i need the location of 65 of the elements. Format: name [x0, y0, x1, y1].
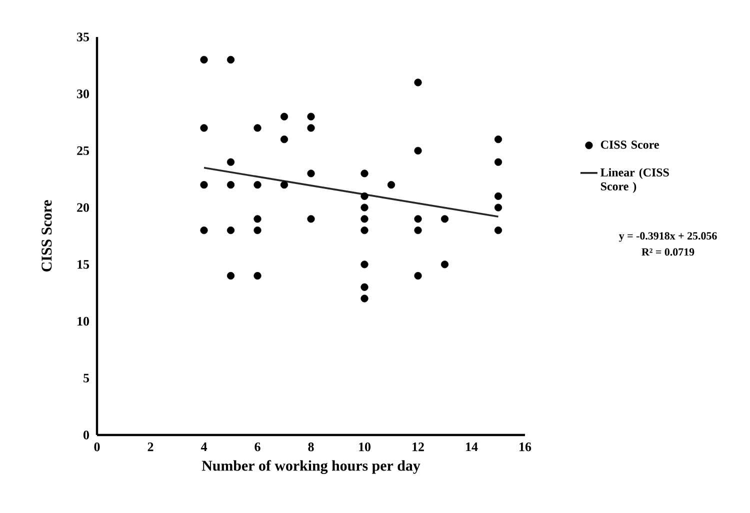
- point: [307, 170, 315, 178]
- point: [200, 181, 208, 189]
- point: [226, 158, 235, 166]
- x-axis-title: Number of working hours per day: [202, 460, 420, 474]
- point: [200, 226, 208, 234]
- point: [307, 215, 315, 223]
- point: [280, 136, 288, 144]
- x-tick-label: 6: [254, 442, 260, 452]
- x-tick-label: 14: [466, 442, 478, 452]
- x-tick-label: 10: [359, 442, 370, 452]
- point: [414, 272, 422, 280]
- point: [440, 260, 449, 268]
- text: y = -0.3918x + 25.056: [618, 232, 717, 242]
- point: [494, 192, 502, 200]
- point: [494, 158, 502, 166]
- point: [226, 226, 235, 234]
- y-tick-label: 25: [77, 146, 90, 156]
- point: [494, 136, 502, 144]
- point: [200, 124, 208, 132]
- point: [414, 78, 422, 86]
- point: [360, 192, 368, 200]
- point: [307, 112, 315, 120]
- point: [254, 181, 262, 189]
- point: [414, 226, 422, 234]
- point: [280, 181, 288, 189]
- x-tick-label: 16: [520, 442, 532, 452]
- point: [414, 215, 422, 223]
- point: [254, 124, 262, 132]
- y-tick-label: 0: [84, 430, 89, 440]
- legend-label: CISS Score: [600, 140, 659, 149]
- point: [360, 170, 368, 178]
- y-tick-label: 10: [78, 316, 89, 326]
- y-tick-label: 35: [77, 32, 90, 42]
- text: R² = 0.0719: [642, 248, 694, 256]
- point: [280, 112, 288, 120]
- point: [440, 215, 449, 223]
- x-tick-label: 2: [148, 442, 154, 452]
- point: [360, 204, 368, 212]
- point: [494, 204, 502, 212]
- point: [307, 124, 315, 132]
- y-tick-label: 5: [84, 374, 90, 382]
- point: [360, 260, 368, 268]
- y-axis-title: CISS Score: [42, 200, 52, 272]
- point: [254, 226, 262, 234]
- legend-label: Linear (CISS Score ): [600, 168, 669, 193]
- point: [360, 294, 368, 302]
- x-tick-label: 4: [200, 442, 208, 452]
- point: [360, 215, 368, 223]
- y-tick-label: 20: [77, 203, 89, 212]
- y-tick-label: 15: [78, 260, 90, 269]
- point: [226, 272, 235, 280]
- point: [200, 56, 208, 64]
- point: [226, 56, 235, 64]
- point: [254, 272, 262, 280]
- point: [254, 215, 262, 223]
- y-tick-label: 30: [77, 89, 89, 98]
- point: [414, 146, 422, 154]
- point: [226, 181, 235, 189]
- x-tick-label: 8: [308, 442, 314, 452]
- point: [360, 226, 368, 234]
- point: [360, 283, 368, 291]
- x-tick-label: 0: [94, 442, 100, 452]
- point: [387, 181, 396, 189]
- x-tick-label: 12: [412, 442, 424, 452]
- point: [494, 226, 502, 234]
